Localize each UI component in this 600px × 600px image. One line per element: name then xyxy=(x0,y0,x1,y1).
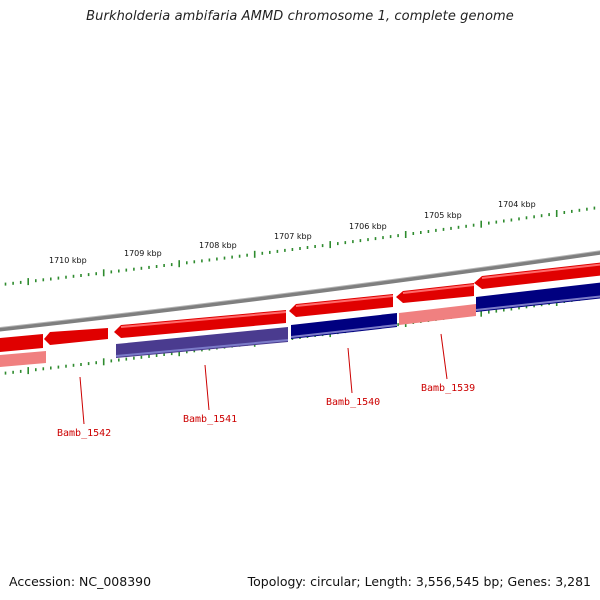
reverse-gene-arrow xyxy=(291,313,397,339)
forward-gene-arrow xyxy=(44,328,108,345)
leader-bamb-1541 xyxy=(204,364,210,411)
kbp-label-1705: 1705 kbp xyxy=(424,211,462,220)
accession-text: Accession: NC_008390 xyxy=(9,574,152,589)
forward-gene-arrow xyxy=(289,294,393,317)
chromosome-backbone-highlight xyxy=(0,250,600,328)
kbp-label-1710: 1710 kbp xyxy=(49,256,87,265)
kbp-label-1709: 1709 kbp xyxy=(124,249,162,258)
outer-scale-ticks xyxy=(4,206,596,286)
kbp-label-1706: 1706 kbp xyxy=(349,222,387,231)
kbp-scale-labels: 1704 kbp 1705 kbp 1706 kbp 1707 kbp 1708… xyxy=(49,200,536,265)
kbp-label-1708: 1708 kbp xyxy=(199,241,237,250)
reverse-gene-arrow xyxy=(476,282,600,312)
gene-label-bamb-1540: Bamb_1540 xyxy=(326,397,380,408)
gene-label-leaders xyxy=(79,333,448,425)
reverse-strand xyxy=(0,282,600,367)
leader-bamb-1542 xyxy=(79,376,85,425)
reverse-gene-light xyxy=(0,351,46,367)
gene-labels: Bamb_1539 Bamb_1540 Bamb_1541 Bamb_1542 xyxy=(57,383,475,439)
kbp-label-1707: 1707 kbp xyxy=(274,232,312,241)
forward-gene-arrow xyxy=(0,334,43,352)
gene-label-bamb-1541: Bamb_1541 xyxy=(183,414,237,425)
gene-label-bamb-1542: Bamb_1542 xyxy=(57,428,111,439)
gene-label-bamb-1539: Bamb_1539 xyxy=(421,383,475,394)
forward-gene-arrow xyxy=(114,310,286,338)
forward-gene-highlight xyxy=(120,263,600,328)
chromosome-backbone xyxy=(0,250,600,332)
kbp-label-1704: 1704 kbp xyxy=(498,200,536,209)
reverse-gene-arrow xyxy=(116,327,288,358)
reverse-gene-highlight xyxy=(115,295,600,357)
map-title: Burkholderia ambifaria AMMD chromosome 1… xyxy=(86,9,514,24)
genome-stats-text: Topology: circular; Length: 3,556,545 bp… xyxy=(247,574,591,589)
leader-bamb-1539 xyxy=(440,333,448,380)
forward-gene-arrow xyxy=(474,262,600,289)
leader-bamb-1540 xyxy=(347,347,353,394)
reverse-gene-light xyxy=(399,304,476,325)
forward-strand xyxy=(0,262,600,352)
